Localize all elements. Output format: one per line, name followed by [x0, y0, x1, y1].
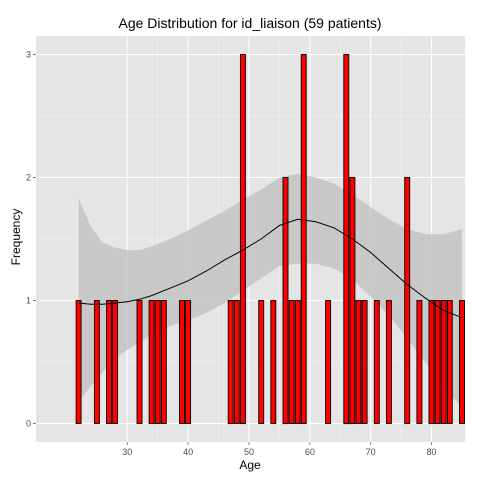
histogram-bar: [148, 300, 155, 424]
histogram-bar: [440, 300, 447, 424]
histogram-bar: [446, 300, 453, 424]
histogram-bar: [404, 177, 411, 425]
y-tick-label: 3: [26, 49, 31, 59]
x-axis-label: Age: [239, 458, 261, 472]
histogram-bar: [361, 300, 368, 424]
histogram-bar: [343, 54, 350, 425]
histogram-bar: [385, 300, 392, 424]
histogram-bar: [160, 300, 167, 424]
histogram-bar: [373, 300, 380, 424]
histogram-bar: [239, 54, 246, 425]
confidence-band: [78, 173, 462, 408]
x-tick-label: 50: [244, 447, 254, 457]
histogram-bar: [106, 300, 112, 424]
x-tick-label: 80: [427, 447, 437, 457]
chart-title: Age Distribution for id_liaison (59 pati…: [118, 15, 381, 31]
histogram-bar: [459, 300, 465, 424]
histogram-bar: [270, 300, 277, 424]
histogram-bar: [355, 300, 362, 424]
histogram-bar: [434, 300, 441, 424]
histogram-bar: [416, 300, 423, 424]
histogram-bar: [325, 300, 332, 424]
y-tick-label: 0: [26, 419, 31, 429]
histogram-bar: [282, 177, 289, 425]
histogram-bars: [75, 54, 465, 425]
histogram-bar: [258, 300, 265, 424]
x-tick-label: 60: [305, 447, 315, 457]
histogram-bar: [300, 54, 307, 425]
smooth-line: [78, 218, 463, 319]
y-axis-ticks: 0 1 2 3: [26, 49, 36, 429]
histogram-bar: [428, 300, 435, 424]
x-tick-label: 40: [183, 447, 193, 457]
x-tick-label: 30: [122, 447, 132, 457]
histogram-bar: [75, 300, 82, 424]
histogram-bar: [233, 300, 240, 424]
y-tick-label: 1: [26, 296, 31, 306]
histogram-bar: [136, 300, 143, 424]
histogram-bar: [93, 300, 100, 424]
histogram-bar: [288, 300, 295, 424]
y-axis-label: Frequency: [9, 209, 23, 266]
histogram-bar: [154, 300, 161, 424]
histogram-bar: [294, 300, 301, 424]
smooth-curve: [78, 218, 463, 319]
y-tick-label: 2: [26, 172, 31, 182]
x-tick-label: 70: [366, 447, 376, 457]
histogram-bar: [349, 177, 356, 425]
x-axis-ticks: 30 40 50 60 70 80: [122, 442, 437, 457]
histogram-bar: [179, 300, 185, 424]
histogram-bar: [112, 300, 119, 424]
histogram-bar: [227, 300, 234, 424]
histogram-bar: [185, 300, 192, 424]
confidence-band-area: [78, 173, 462, 408]
